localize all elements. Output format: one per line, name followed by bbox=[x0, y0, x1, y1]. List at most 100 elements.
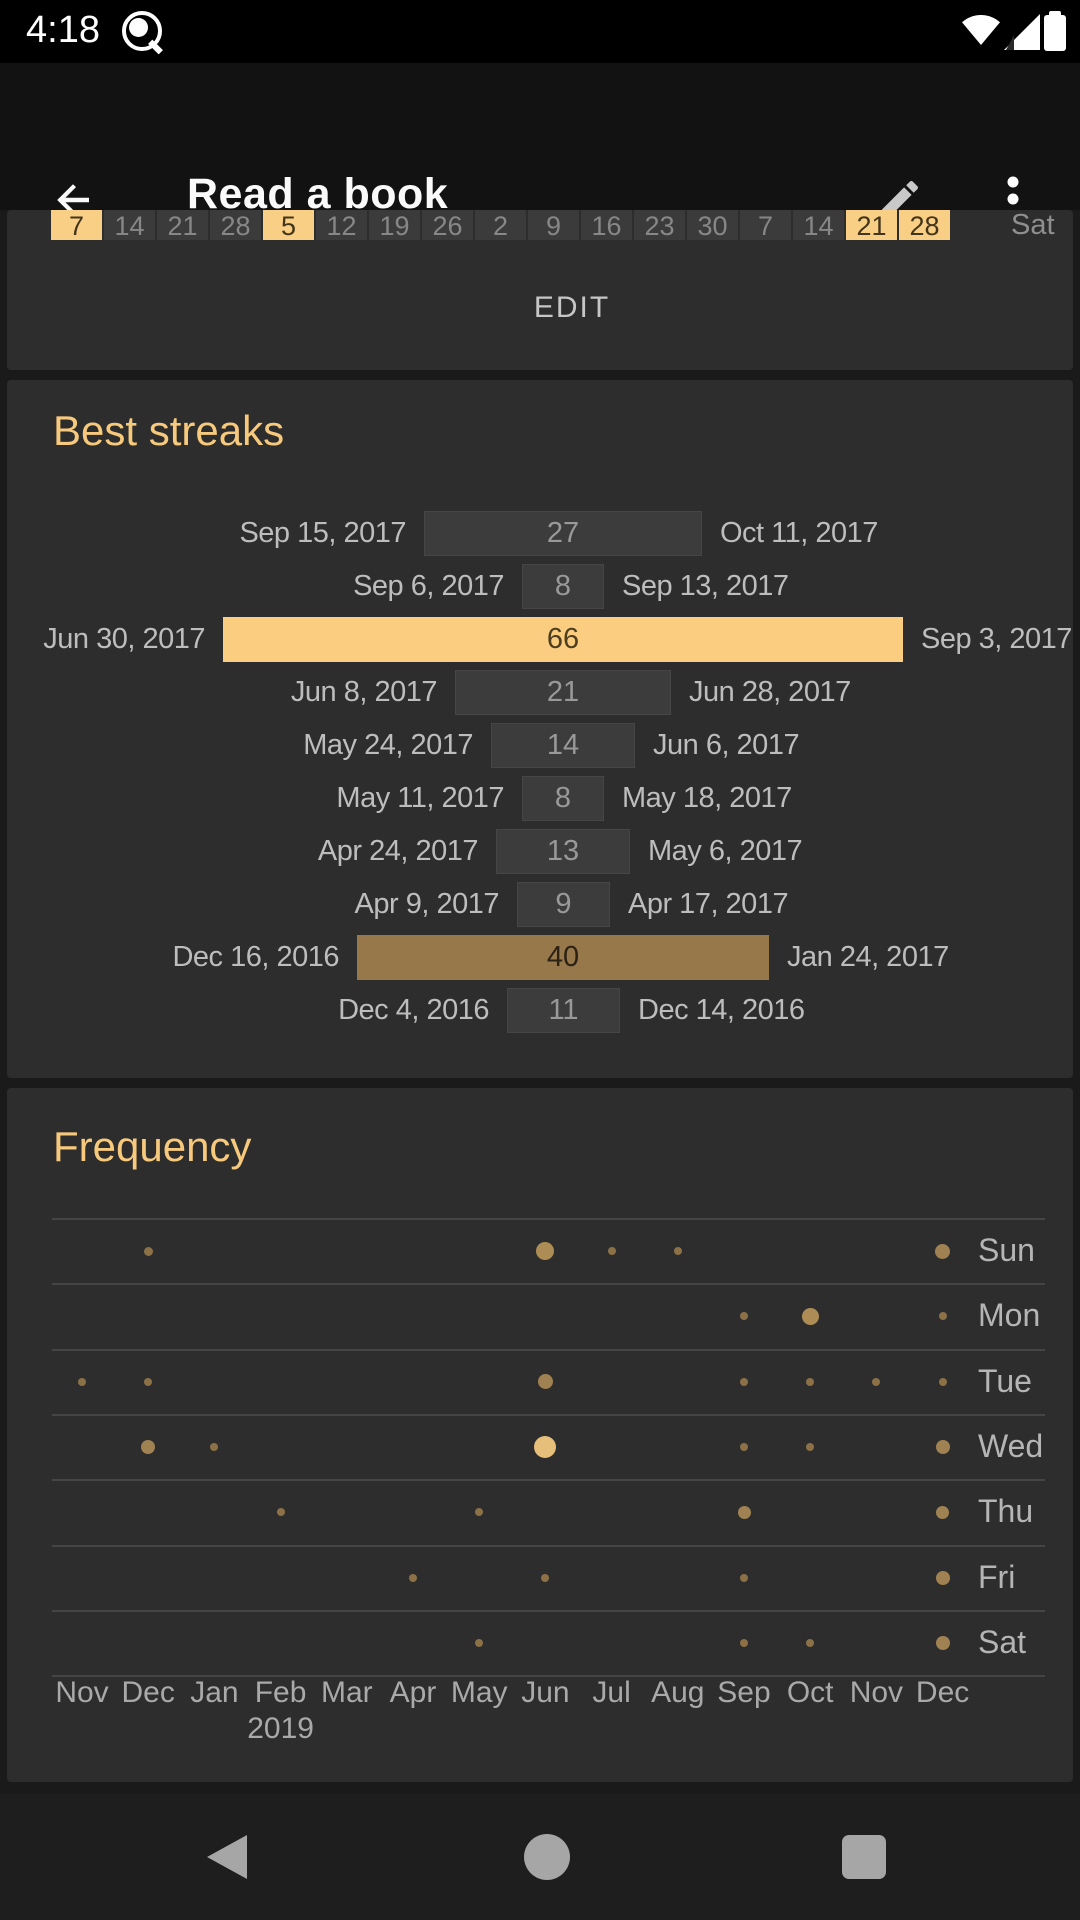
frequency-grid-line bbox=[52, 1348, 1045, 1351]
streak-row: Jun 8, 2017 21 Jun 28, 2017 bbox=[7, 666, 1073, 719]
back-arrow-icon[interactable] bbox=[49, 176, 97, 224]
frequency-dot bbox=[740, 1443, 748, 1452]
streak-bar: 66 bbox=[223, 617, 903, 662]
calendar-day-cell[interactable]: 21 bbox=[846, 210, 897, 241]
frequency-dot bbox=[935, 1570, 950, 1585]
frequency-dot bbox=[935, 1636, 950, 1651]
streak-row: Sep 15, 2017 27 Oct 11, 2017 bbox=[7, 507, 1073, 560]
streak-bar: 11 bbox=[507, 988, 620, 1033]
frequency-dot bbox=[806, 1377, 815, 1386]
frequency-dot bbox=[935, 1243, 951, 1259]
frequency-grid-line bbox=[52, 1218, 1045, 1220]
calendar-day-cell[interactable]: 28 bbox=[899, 210, 950, 241]
streak-start-date: Dec 16, 2016 bbox=[172, 941, 339, 973]
streak-row: Apr 9, 2017 9 Apr 17, 2017 bbox=[7, 878, 1073, 931]
streak-start-date: Apr 9, 2017 bbox=[354, 888, 500, 920]
calendar-day-cell[interactable]: 28 bbox=[210, 210, 261, 241]
frequency-dot bbox=[276, 1508, 285, 1517]
frequency-month-label: Feb bbox=[254, 1676, 307, 1709]
status-time: 4:18 bbox=[26, 9, 100, 51]
frequency-dot bbox=[872, 1377, 881, 1386]
frequency-dot bbox=[536, 1242, 555, 1260]
app-bar: Read a book bbox=[0, 63, 1080, 222]
frequency-dot bbox=[936, 1505, 950, 1519]
calendar-day-cell[interactable]: 19 bbox=[369, 210, 420, 241]
calendar-day-cell[interactable]: 23 bbox=[634, 210, 685, 241]
calendar-card: 7 14 21 28 5 12 19 26 2 9 16 23 30 7 14 21 28 Sat EDIT bbox=[7, 210, 1073, 370]
wifi-icon bbox=[962, 15, 1000, 45]
streak-end-date: Jun 28, 2017 bbox=[689, 676, 851, 708]
cellular-signal-icon bbox=[1004, 14, 1040, 50]
frequency-month-label: Aug bbox=[651, 1676, 705, 1709]
nav-recents-icon[interactable] bbox=[842, 1835, 886, 1879]
nav-back-icon[interactable] bbox=[207, 1835, 247, 1879]
calendar-day-cell[interactable]: 7 bbox=[51, 210, 102, 241]
calendar-day-cell[interactable]: 14 bbox=[793, 210, 844, 241]
calendar-day-cell[interactable]: 14 bbox=[104, 210, 155, 241]
edit-button[interactable]: EDIT bbox=[533, 291, 611, 324]
streak-end-date: Jun 6, 2017 bbox=[653, 729, 800, 761]
frequency-month-label: Dec bbox=[915, 1676, 970, 1709]
frequency-month-label: Jul bbox=[592, 1676, 631, 1709]
streak-row: Sep 6, 2017 8 Sep 13, 2017 bbox=[7, 560, 1073, 613]
calendar-day-cell[interactable]: 2 bbox=[475, 210, 526, 241]
frequency-dot bbox=[740, 1377, 748, 1386]
frequency-month-label: Dec bbox=[121, 1676, 175, 1709]
frequency-grid-line bbox=[52, 1414, 1045, 1417]
frequency-month-label: Jun bbox=[521, 1676, 570, 1709]
calendar-day-cell[interactable]: 30 bbox=[687, 210, 738, 241]
frequency-grid-line bbox=[52, 1479, 1045, 1482]
frequency-dot bbox=[935, 1440, 950, 1455]
streak-start-date: May 24, 2017 bbox=[303, 729, 473, 761]
calendar-day-cell[interactable]: 26 bbox=[422, 210, 473, 241]
calendar-day-cell[interactable]: 16 bbox=[581, 210, 632, 241]
frequency-card: Frequency Sun Mon Tue Wed Thu Fri Sat Nov Dec Jan… bbox=[7, 1088, 1073, 1782]
frequency-dot bbox=[801, 1307, 819, 1325]
edit-pencil-icon[interactable] bbox=[876, 175, 924, 223]
streak-end-date: Sep 3, 2017 bbox=[921, 623, 1072, 655]
frequency-grid-line bbox=[52, 1675, 1045, 1678]
streak-row: Dec 4, 2016 11 Dec 14, 2016 bbox=[7, 984, 1073, 1037]
frequency-dot bbox=[673, 1247, 682, 1255]
streak-start-date: Jun 30, 2017 bbox=[43, 623, 205, 655]
streak-bar: 40 bbox=[357, 935, 769, 980]
streak-start-date: Sep 6, 2017 bbox=[353, 570, 504, 602]
frequency-dot bbox=[475, 1639, 484, 1648]
frequency-dot bbox=[143, 1246, 153, 1256]
calendar-day-cell[interactable]: 12 bbox=[316, 210, 367, 241]
frequency-day-label: Tue bbox=[978, 1362, 1032, 1399]
frequency-dot bbox=[475, 1508, 484, 1517]
streak-bar: 13 bbox=[496, 829, 630, 874]
frequency-title: Frequency bbox=[53, 1123, 252, 1170]
nav-home-icon[interactable] bbox=[524, 1834, 570, 1880]
frequency-dot bbox=[740, 1639, 748, 1648]
frequency-dot bbox=[938, 1312, 947, 1321]
frequency-year-label: 2019 bbox=[247, 1712, 314, 1745]
frequency-dot bbox=[607, 1247, 616, 1255]
streak-row: May 24, 2017 14 Jun 6, 2017 bbox=[7, 719, 1073, 772]
calendar-day-cell[interactable]: 21 bbox=[157, 210, 208, 241]
frequency-month-label: Sep bbox=[717, 1676, 771, 1709]
streak-start-date: Jun 8, 2017 bbox=[290, 676, 438, 708]
status-bar: 4:18 bbox=[0, 0, 1080, 63]
frequency-month-label: Mar bbox=[320, 1676, 373, 1709]
frequency-dot bbox=[534, 1436, 557, 1459]
streak-end-date: Sep 13, 2017 bbox=[622, 570, 789, 602]
notification-icon bbox=[122, 11, 162, 51]
frequency-dot bbox=[806, 1443, 815, 1452]
calendar-day-cell[interactable]: 7 bbox=[740, 210, 791, 241]
battery-icon bbox=[1044, 11, 1066, 51]
frequency-day-label: Thu bbox=[978, 1493, 1034, 1530]
calendar-day-cell[interactable]: 9 bbox=[528, 210, 579, 241]
streak-end-date: Apr 17, 2017 bbox=[628, 888, 789, 920]
frequency-day-label: Mon bbox=[978, 1297, 1041, 1334]
streak-bar: 21 bbox=[455, 670, 671, 715]
frequency-dot bbox=[78, 1377, 86, 1386]
frequency-month-label: Nov bbox=[849, 1676, 904, 1709]
frequency-dot bbox=[806, 1639, 815, 1648]
streak-bar: 8 bbox=[522, 776, 604, 821]
frequency-month-label: Nov bbox=[55, 1676, 109, 1709]
streak-start-date: Sep 15, 2017 bbox=[239, 517, 406, 549]
calendar-day-cell[interactable]: 5 bbox=[263, 210, 314, 241]
